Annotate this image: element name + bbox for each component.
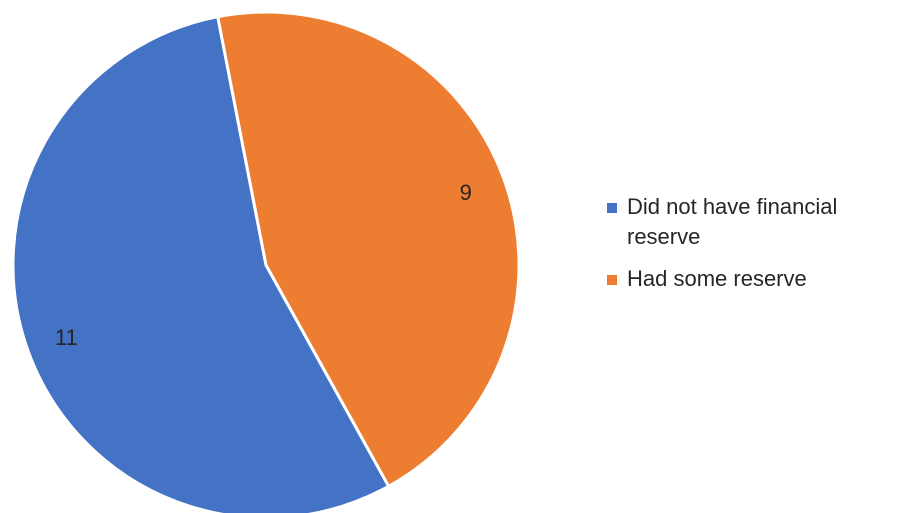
pie-data-labels: 11 9	[55, 180, 472, 350]
pie-slice-some-reserve	[216, 10, 521, 488]
legend-item-no-reserve: Did not have financial reserve	[607, 192, 907, 252]
legend-swatch-some-reserve	[607, 275, 617, 285]
legend-label-some-reserve: Had some reserve	[627, 266, 807, 291]
legend-item-some-reserve: Had some reserve	[607, 264, 907, 294]
legend-label-no-reserve: Did not have financial reserve	[627, 194, 838, 249]
data-label-some-reserve: 9	[460, 180, 472, 205]
legend-swatch-no-reserve	[607, 203, 617, 213]
data-label-no-reserve: 11	[55, 325, 78, 350]
pie-slices	[11, 10, 521, 513]
pie-slice-no-reserve	[11, 15, 391, 513]
legend: Did not have financial reserve Had some …	[607, 192, 907, 306]
